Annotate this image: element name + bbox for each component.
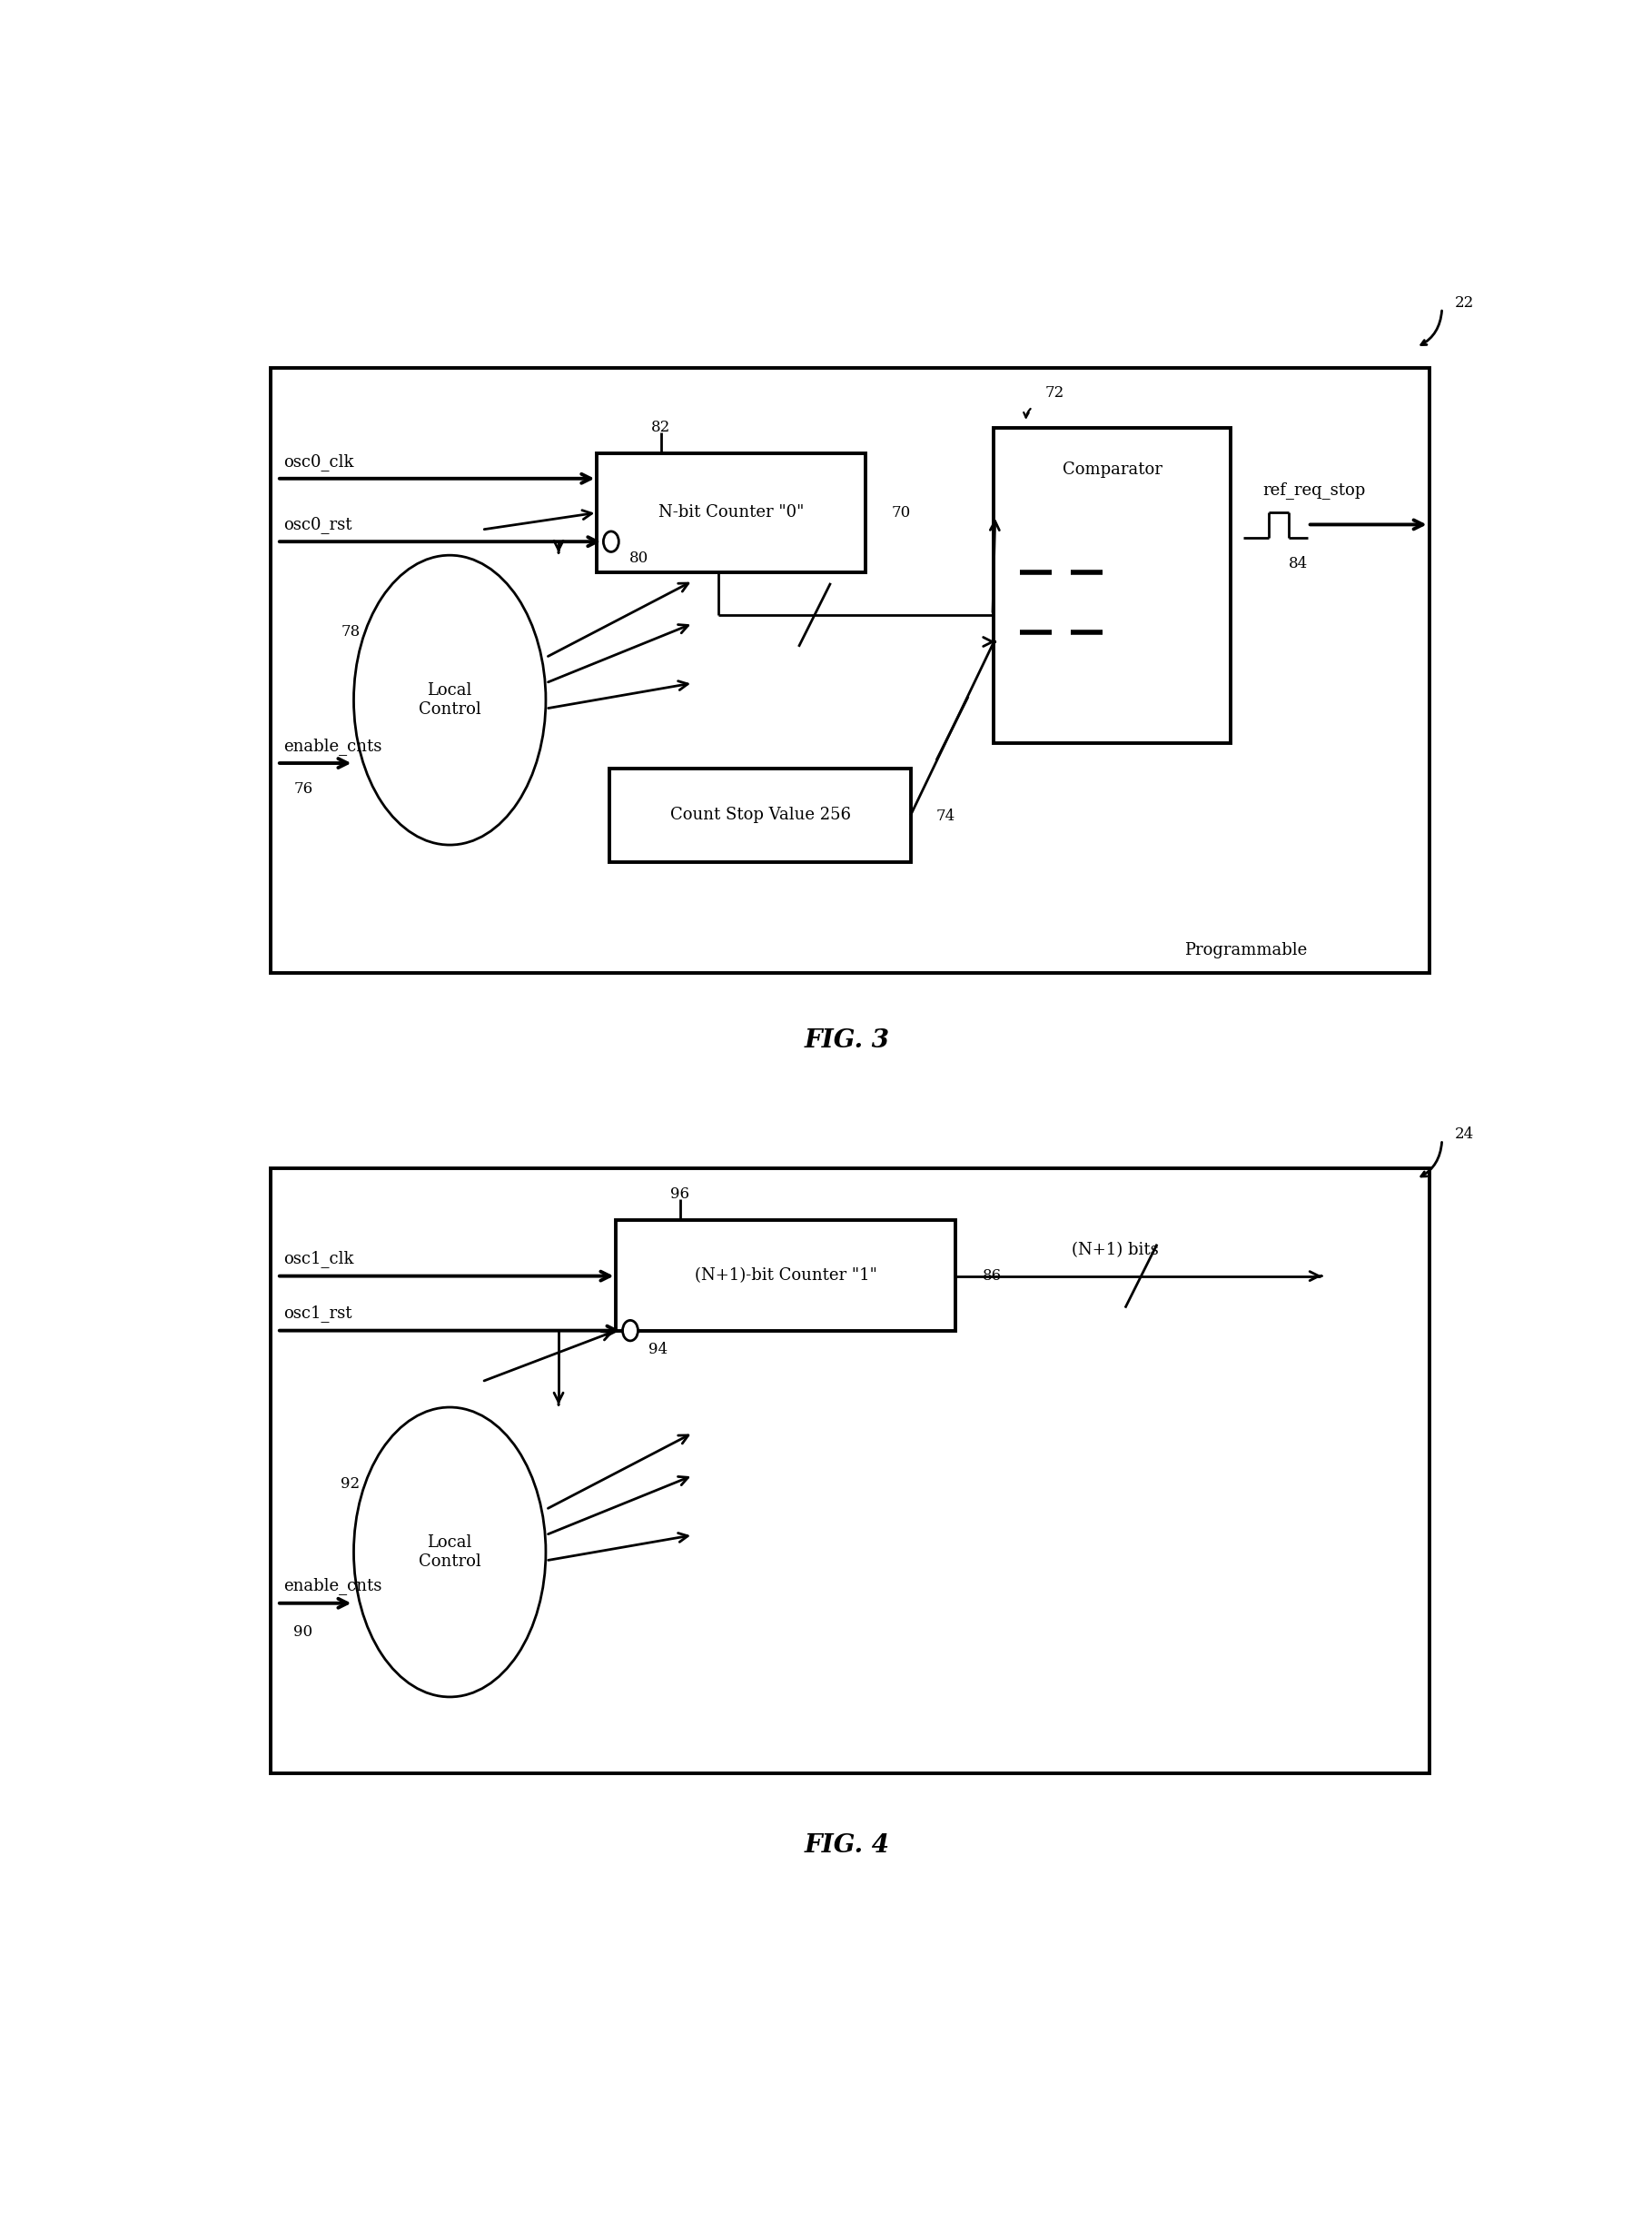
Bar — [271, 367, 1429, 974]
Text: osc0_rst: osc0_rst — [284, 516, 352, 533]
Circle shape — [623, 1321, 638, 1341]
Text: enable_cnts: enable_cnts — [284, 1578, 382, 1596]
Text: 82: 82 — [651, 420, 671, 436]
Ellipse shape — [354, 555, 545, 845]
Text: 86: 86 — [983, 1268, 1001, 1284]
Text: Local
Control: Local Control — [418, 1534, 481, 1569]
Text: osc1_rst: osc1_rst — [284, 1306, 352, 1321]
Text: ref_req_stop: ref_req_stop — [1262, 482, 1366, 500]
Ellipse shape — [354, 1407, 545, 1697]
Bar — [271, 1168, 1429, 1773]
Bar — [610, 768, 910, 863]
Text: Comparator: Comparator — [1062, 463, 1163, 478]
Text: FIG. 3: FIG. 3 — [805, 1029, 889, 1053]
Text: 90: 90 — [294, 1624, 312, 1640]
Text: osc0_clk: osc0_clk — [284, 454, 354, 469]
Text: 94: 94 — [648, 1341, 667, 1357]
Text: 22: 22 — [1455, 294, 1474, 310]
Text: Programmable: Programmable — [1184, 943, 1308, 958]
Text: enable_cnts: enable_cnts — [284, 737, 382, 755]
Bar — [596, 454, 866, 573]
Circle shape — [603, 531, 620, 551]
Text: Count Stop Value 256: Count Stop Value 256 — [669, 808, 851, 823]
Text: N-bit Counter "0": N-bit Counter "0" — [659, 505, 805, 520]
Text: 24: 24 — [1455, 1126, 1474, 1142]
Text: 80: 80 — [629, 551, 648, 567]
Text: 70: 70 — [892, 505, 910, 520]
Text: 74: 74 — [937, 808, 955, 823]
Text: 72: 72 — [1046, 385, 1064, 401]
Text: 96: 96 — [671, 1186, 691, 1202]
Text: (N+1)-bit Counter "1": (N+1)-bit Counter "1" — [694, 1268, 877, 1284]
Text: 84: 84 — [1289, 555, 1308, 571]
Text: 76: 76 — [294, 781, 312, 797]
Text: FIG. 4: FIG. 4 — [805, 1832, 889, 1857]
Text: Local
Control: Local Control — [418, 682, 481, 717]
Bar — [995, 427, 1231, 744]
Text: 92: 92 — [340, 1476, 360, 1492]
Text: (N+1) bits: (N+1) bits — [1072, 1241, 1160, 1259]
Text: osc1_clk: osc1_clk — [284, 1250, 354, 1268]
Bar — [616, 1219, 955, 1330]
Text: 78: 78 — [340, 624, 360, 640]
